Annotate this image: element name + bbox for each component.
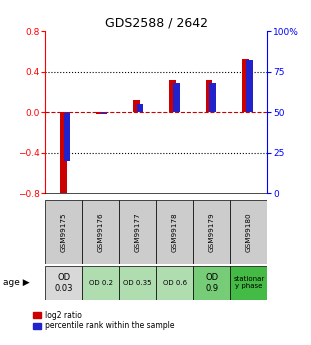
- Bar: [119, 266, 156, 300]
- Text: stationar
y phase: stationar y phase: [233, 276, 265, 289]
- Text: GSM99177: GSM99177: [135, 212, 141, 252]
- Bar: [242, 59, 249, 112]
- Bar: [193, 266, 230, 300]
- Text: GSM99179: GSM99179: [209, 212, 215, 252]
- Bar: [156, 200, 193, 264]
- Bar: [60, 112, 67, 199]
- Text: age ▶: age ▶: [3, 278, 30, 287]
- Text: OD 0.6: OD 0.6: [163, 280, 187, 286]
- Text: GSM99178: GSM99178: [172, 212, 178, 252]
- Bar: [173, 83, 180, 112]
- Bar: [206, 80, 212, 112]
- Text: OD 0.35: OD 0.35: [123, 280, 152, 286]
- Bar: [133, 100, 140, 112]
- Bar: [45, 200, 82, 264]
- Title: GDS2588 / 2642: GDS2588 / 2642: [105, 17, 208, 30]
- Bar: [246, 60, 253, 112]
- Bar: [45, 266, 82, 300]
- Text: GSM99175: GSM99175: [61, 212, 67, 252]
- Bar: [210, 83, 216, 112]
- Bar: [137, 104, 143, 112]
- Legend: log2 ratio, percentile rank within the sample: log2 ratio, percentile rank within the s…: [33, 311, 174, 331]
- Bar: [64, 112, 70, 161]
- Bar: [156, 266, 193, 300]
- Bar: [230, 266, 267, 300]
- Bar: [193, 200, 230, 264]
- Text: OD
0.9: OD 0.9: [205, 273, 218, 293]
- Bar: [169, 80, 176, 112]
- Text: OD 0.2: OD 0.2: [89, 280, 113, 286]
- Text: GSM99176: GSM99176: [98, 212, 104, 252]
- Bar: [230, 200, 267, 264]
- Text: GSM99180: GSM99180: [246, 212, 252, 252]
- Bar: [96, 112, 103, 114]
- Text: OD
0.03: OD 0.03: [54, 273, 73, 293]
- Bar: [82, 266, 119, 300]
- Bar: [82, 200, 119, 264]
- Bar: [100, 112, 107, 114]
- Bar: [119, 200, 156, 264]
